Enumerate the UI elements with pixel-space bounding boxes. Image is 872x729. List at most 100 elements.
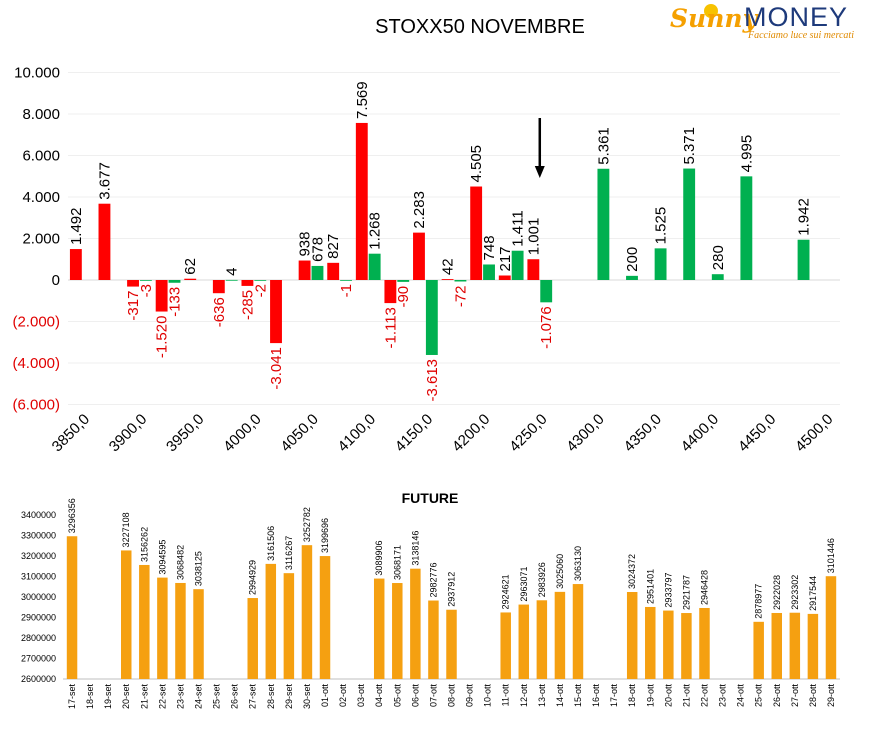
x-tick-label: 21-set [139, 684, 149, 710]
x-tick-label: 4150,0 [392, 411, 436, 455]
x-tick-label: 4450,0 [735, 411, 779, 455]
data-label: 2917544 [808, 576, 818, 611]
data-label: 2951401 [645, 569, 655, 604]
data-label: 3.677 [96, 162, 113, 200]
x-tick-label: 27-set [248, 684, 258, 710]
data-label: 2921787 [681, 575, 691, 610]
x-tick-label: 18-set [85, 684, 95, 710]
bar [66, 536, 78, 679]
x-tick-label: 17-set [67, 684, 77, 710]
x-tick-label: 01-ott [320, 684, 330, 708]
data-label: 2983926 [537, 562, 547, 597]
bar [645, 606, 656, 679]
y-tick-label: 2600000 [21, 674, 56, 684]
bar [121, 550, 132, 679]
x-tick-label: 4100,0 [335, 411, 379, 455]
data-label: 1.001 [525, 218, 542, 256]
bar [193, 589, 204, 679]
data-label: -317 [125, 291, 142, 321]
x-tick-label: 3850,0 [49, 411, 93, 455]
data-label: 2963071 [519, 567, 529, 602]
data-label: 4 [224, 268, 241, 276]
x-tick-label: 14-ott [555, 684, 565, 708]
data-label: 2922028 [772, 575, 782, 610]
data-label: -90 [395, 286, 412, 308]
bar [384, 280, 397, 304]
data-label: 62 [182, 258, 199, 275]
data-label: 3068482 [175, 545, 185, 580]
chart-title: STOXX50 NOVEMBRE [375, 16, 585, 38]
x-tick-label: 06-ott [410, 684, 420, 708]
data-label: 2923302 [790, 575, 800, 610]
bar [753, 621, 764, 679]
bar [683, 168, 696, 280]
future-title: FUTURE [402, 490, 459, 506]
bar [789, 612, 801, 679]
x-tick-label: 13-ott [537, 684, 547, 708]
data-label: 3252782 [302, 507, 312, 542]
bar [212, 280, 225, 294]
bar [139, 564, 150, 679]
x-tick-label: 03-ott [356, 684, 366, 708]
x-tick-label: 29-ott [826, 684, 836, 708]
y-tick-label: (4.000) [12, 355, 60, 372]
data-label: 2.283 [411, 191, 428, 229]
data-label: 678 [309, 237, 326, 262]
y-tick-label: 3100000 [21, 572, 56, 582]
x-tick-label: 19-set [103, 684, 113, 710]
x-tick-label: 05-ott [392, 684, 402, 708]
data-label: 2878977 [754, 584, 764, 619]
bar [254, 280, 267, 281]
bar [825, 576, 837, 679]
data-label: 2982776 [428, 562, 438, 597]
bar [699, 607, 710, 679]
bar [175, 582, 186, 679]
y-tick-label: 10.000 [14, 65, 60, 82]
bar [397, 280, 410, 282]
data-label: 3063130 [573, 546, 583, 581]
x-tick-label: 27-ott [790, 684, 800, 708]
y-tick-label: 3400000 [21, 510, 56, 520]
bar [157, 577, 168, 679]
bar [597, 168, 610, 280]
logo-tagline: Facciamo luce sui mercati [748, 30, 854, 41]
bar [69, 249, 82, 280]
bar [410, 568, 421, 679]
data-label: 827 [325, 234, 342, 259]
data-label: 4.995 [738, 135, 755, 173]
data-label: 3089906 [374, 541, 384, 576]
y-tick-label: 2900000 [21, 613, 56, 623]
y-tick-label: 3300000 [21, 531, 56, 541]
bar [283, 573, 295, 679]
x-tick-label: 16-ott [591, 684, 601, 708]
x-tick-label: 07-ott [428, 684, 438, 708]
bar [500, 612, 511, 679]
future-volume-chart: FUTURE 3400000 3300000 3200000 3100000 300000… [21, 490, 840, 710]
strike-open-interest-chart: STOXX50 NOVEMBRE 10.000 8.000 6.000 4.000 2.0… [12, 16, 840, 455]
x-tick-label: 29-set [284, 684, 294, 710]
y-tick-label: 6.000 [22, 148, 60, 165]
data-label: 2946428 [699, 570, 709, 605]
data-label: 1.942 [796, 198, 813, 236]
bar [740, 176, 753, 280]
data-label: -285 [239, 290, 256, 320]
x-tick-label: 22-set [157, 684, 167, 710]
x-tick-label: 20-set [121, 684, 131, 710]
bar [518, 604, 530, 679]
x-tick-label: 28-set [266, 684, 276, 710]
data-label: 5.361 [595, 127, 612, 165]
data-label: 2924621 [501, 574, 511, 609]
data-label: 2994929 [248, 560, 258, 595]
bar [540, 280, 553, 303]
data-label: 3227108 [121, 512, 131, 547]
data-label: 3156262 [139, 527, 149, 562]
bar [554, 591, 566, 679]
x-tick-label: 26-set [230, 684, 240, 710]
x-tick-label: 21-ott [681, 684, 691, 708]
x-tick-label: 23-set [175, 684, 185, 710]
bar [98, 203, 111, 280]
bar [327, 262, 340, 280]
y-tick-label: 0 [52, 272, 60, 289]
x-tick-label: 4300,0 [563, 411, 607, 455]
data-label: 1.268 [367, 212, 384, 250]
